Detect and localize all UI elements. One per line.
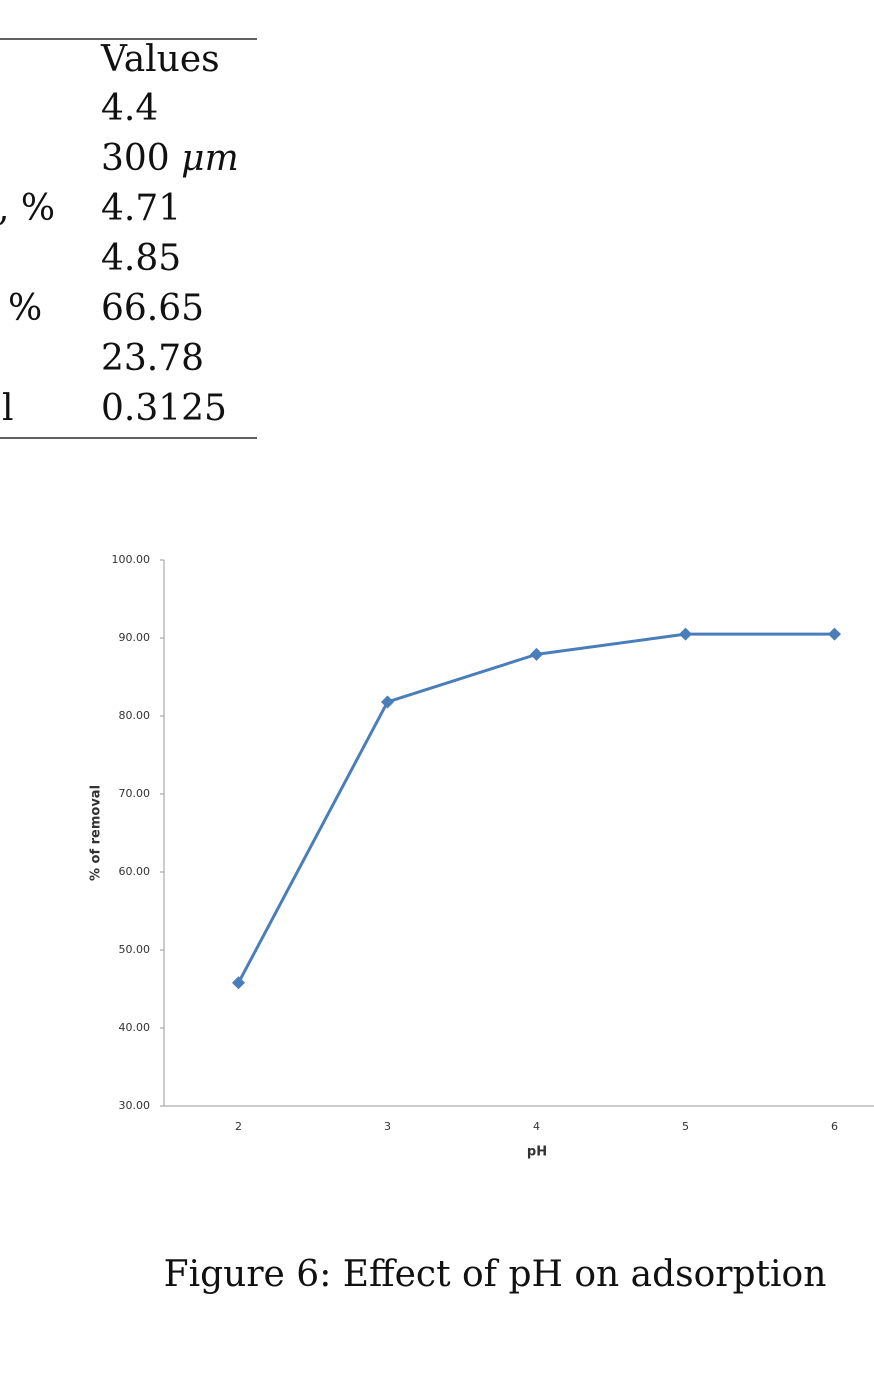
row-value: 66.65 [101, 288, 204, 329]
y-tick-label: 50.00 [119, 943, 151, 956]
value-unit: μm [181, 138, 239, 179]
y-tick-label: 70.00 [119, 787, 151, 800]
data-marker [530, 647, 543, 661]
figure-caption: Figure 6: Effect of pH on adsorption [164, 1254, 827, 1295]
row-label: % [8, 288, 42, 329]
x-tick-label: 2 [235, 1120, 242, 1133]
y-tick-label: 90.00 [119, 631, 151, 644]
row-label: l [2, 388, 14, 429]
row-value: 0.3125 [101, 388, 227, 429]
row-label: , % [0, 188, 55, 229]
value-number: 300 [101, 138, 170, 179]
x-tick-label: 6 [831, 1120, 838, 1133]
value-number: 4.85 [101, 238, 181, 279]
value-number: 66.65 [101, 288, 204, 329]
y-tick-label: 40.00 [119, 1021, 151, 1034]
data-marker [828, 627, 841, 641]
value-number: 23.78 [101, 338, 204, 379]
value-number: 0.3125 [101, 388, 227, 429]
y-axis-label: % of removal [89, 785, 104, 881]
data-marker [381, 695, 394, 709]
row-value: 4.85 [101, 238, 181, 279]
row-value: 23.78 [101, 338, 204, 379]
row-value: 4.71 [101, 188, 181, 229]
data-line [237, 632, 835, 984]
y-tick-label: 60.00 [119, 865, 151, 878]
x-tick-label: 5 [682, 1120, 689, 1133]
data-marker [679, 627, 692, 641]
x-tick-label: 4 [533, 1120, 540, 1133]
row-value: 300 μm [101, 138, 239, 179]
y-tick-label: 80.00 [119, 709, 151, 722]
value-number: 4.71 [101, 188, 181, 229]
x-tick-label: 3 [384, 1120, 391, 1133]
y-tick-label: 100.00 [112, 553, 151, 566]
data-marker [232, 976, 245, 990]
x-axis-label: pH [527, 1145, 547, 1160]
y-tick-label: 30.00 [119, 1099, 151, 1112]
table-header: Values [100, 39, 220, 80]
row-value: 4.4 [101, 88, 158, 129]
value-number: 4.4 [101, 88, 158, 129]
